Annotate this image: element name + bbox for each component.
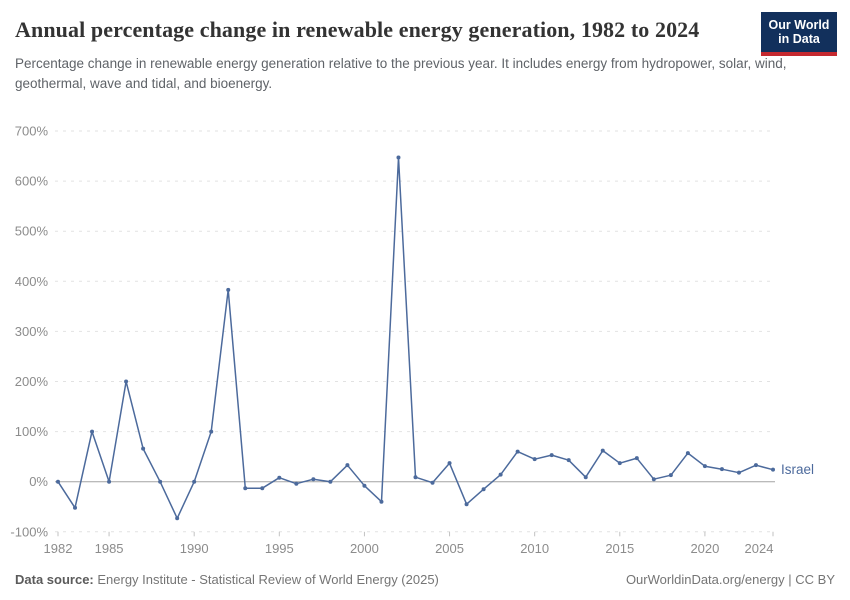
- y-axis-tick-label: 200%: [15, 374, 49, 389]
- data-source: Data source: Energy Institute - Statisti…: [15, 572, 439, 587]
- y-axis-tick-label: 500%: [15, 224, 49, 239]
- data-point-marker: [277, 475, 282, 480]
- data-point-marker: [209, 429, 214, 434]
- data-point-marker: [583, 475, 588, 480]
- data-point-marker: [515, 449, 520, 454]
- x-axis-tick-label: 1982: [44, 541, 73, 556]
- data-point-marker: [243, 486, 248, 491]
- y-axis-tick-label: 100%: [15, 424, 49, 439]
- x-axis-tick-label: 2024: [745, 541, 774, 556]
- chart-header: Our World in Data Annual percentage chan…: [15, 12, 837, 94]
- data-source-label: Data source:: [15, 572, 94, 587]
- data-point-marker: [175, 516, 180, 521]
- data-point-marker: [311, 477, 316, 482]
- data-point-marker: [192, 479, 197, 484]
- y-axis-tick-label: 700%: [15, 124, 49, 139]
- data-point-marker: [226, 287, 231, 292]
- y-axis-tick-label: 400%: [15, 274, 49, 289]
- data-point-marker: [464, 502, 469, 507]
- x-axis-tick-label: 2005: [435, 541, 464, 556]
- x-axis-tick-label: 1985: [95, 541, 124, 556]
- y-axis-tick-label: 0%: [29, 474, 48, 489]
- data-point-marker: [124, 379, 129, 384]
- data-point-marker: [617, 461, 622, 466]
- data-point-marker: [668, 473, 673, 478]
- data-point-marker: [651, 477, 656, 482]
- data-point-marker: [141, 446, 146, 451]
- data-point-marker: [90, 429, 95, 434]
- data-point-marker: [549, 453, 554, 458]
- series-entity-label: Israel: [781, 462, 814, 477]
- data-point-marker: [430, 480, 435, 485]
- data-point-marker: [379, 499, 384, 504]
- data-point-marker: [294, 481, 299, 486]
- data-point-marker: [345, 463, 350, 468]
- y-axis-tick-label: -100%: [10, 524, 48, 539]
- data-point-marker: [158, 479, 163, 484]
- x-axis-tick-label: 1995: [265, 541, 294, 556]
- data-point-marker: [600, 448, 605, 453]
- chart-title: Annual percentage change in renewable en…: [15, 17, 700, 42]
- owid-logo-line1: Our World: [768, 18, 830, 32]
- rights-link[interactable]: OurWorldinData.org/energy | CC BY: [625, 572, 835, 587]
- x-axis-tick-label: 1990: [180, 541, 209, 556]
- data-point-marker: [771, 467, 775, 472]
- data-point-marker: [498, 472, 503, 477]
- x-axis-tick-label: 2000: [350, 541, 379, 556]
- data-point-marker: [73, 505, 78, 510]
- data-point-marker: [260, 486, 265, 491]
- x-axis-tick-label: 2020: [690, 541, 719, 556]
- data-point-marker: [328, 479, 333, 484]
- chart-footer: Data source: Energy Institute - Statisti…: [15, 572, 835, 587]
- data-point-marker: [413, 475, 418, 480]
- data-point-marker: [362, 483, 367, 488]
- data-source-text: Energy Institute - Statistical Review of…: [93, 572, 439, 587]
- data-point-marker: [396, 155, 401, 160]
- owid-logo-line2: in Data: [778, 32, 820, 46]
- y-axis-tick-label: 600%: [15, 174, 49, 189]
- data-point-marker: [753, 463, 758, 468]
- data-point-marker: [566, 458, 571, 463]
- owid-logo: Our World in Data: [761, 12, 837, 56]
- data-point-marker: [685, 451, 690, 456]
- data-point-marker: [736, 470, 741, 475]
- line-series-israel: [57, 156, 774, 520]
- data-point-marker: [634, 456, 639, 461]
- x-axis-tick-label: 2010: [520, 541, 549, 556]
- data-point-marker: [532, 457, 537, 462]
- x-axis-tick-label: 2015: [605, 541, 634, 556]
- data-point-marker: [481, 487, 486, 492]
- data-point-marker: [56, 479, 60, 484]
- data-point-marker: [702, 464, 707, 469]
- data-point-marker: [719, 467, 724, 472]
- chart-subtitle: Percentage change in renewable energy ge…: [15, 56, 787, 91]
- data-point-marker: [107, 479, 112, 484]
- data-point-marker: [447, 461, 452, 466]
- y-axis-tick-label: 300%: [15, 324, 49, 339]
